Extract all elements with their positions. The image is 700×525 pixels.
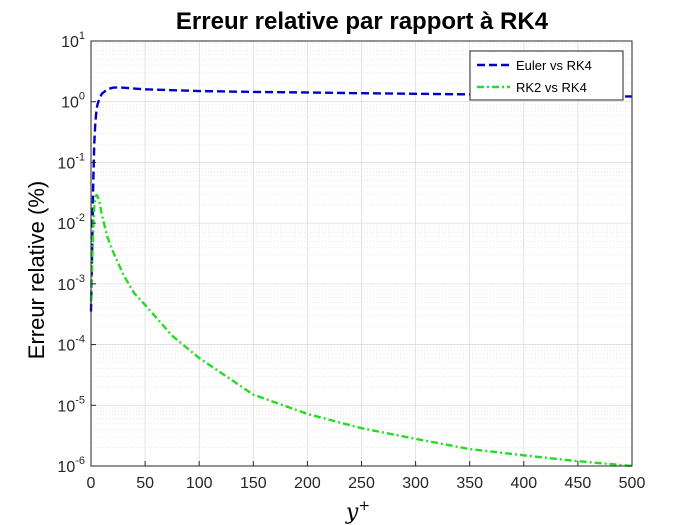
x-tick-label: 400: [510, 475, 537, 492]
y-tick-exponent: 1: [79, 30, 85, 42]
y-tick-label: 10-3: [57, 273, 85, 294]
legend-box: [469, 50, 624, 101]
y-tick-base: 10: [57, 459, 75, 476]
y-tick-label: 100: [61, 91, 85, 112]
series-line-euler-vs-rk4: [89, 86, 633, 312]
y-tick-base: 10: [61, 95, 79, 112]
y-tick-base: 10: [57, 338, 75, 355]
y-axis-label: Erreur relative (%): [24, 181, 49, 359]
x-tick-label: 100: [186, 475, 213, 492]
y-tick-exponent: -4: [75, 334, 85, 346]
x-tick-label: 300: [402, 475, 429, 492]
y-tick-exponent: -5: [75, 394, 85, 406]
y-tick-base: 10: [61, 34, 79, 51]
y-tick-label: 10-5: [57, 394, 85, 415]
chart-title: Erreur relative par rapport à RK4: [176, 8, 549, 35]
x-tick-label: 500: [619, 475, 646, 492]
x-tick-label: 350: [456, 475, 483, 492]
x-tick-label: 450: [565, 475, 592, 492]
y-tick-exponent: -6: [75, 455, 85, 467]
x-tick-label: 50: [136, 475, 154, 492]
y-tick-exponent: -3: [75, 273, 85, 285]
x-axis-label-superscript: +: [358, 498, 370, 514]
x-tick-label: 250: [348, 475, 375, 492]
series-layer: [89, 86, 633, 468]
y-tick-label: 10-6: [57, 455, 85, 476]
x-axis-label: y+: [345, 498, 370, 525]
legend: Euler vs RK4 RK2 vs RK4: [469, 50, 624, 101]
legend-entry-label: RK2 vs RK4: [516, 80, 587, 95]
x-tick-label: 200: [294, 475, 321, 492]
y-tick-label: 10-4: [57, 334, 85, 355]
y-tick-base: 10: [57, 398, 75, 415]
y-tick-label: 10-1: [57, 151, 85, 172]
y-tick-exponent: -1: [75, 151, 85, 163]
x-axis-ticks: 0 50 100 150 200 250 300 350 400 450 500: [87, 461, 646, 492]
x-tick-label: 150: [240, 475, 267, 492]
x-axis-label-base: y: [345, 500, 359, 525]
y-tick-label: 10-2: [57, 212, 85, 233]
legend-entry-label: Euler vs RK4: [516, 58, 592, 73]
y-tick-exponent: 0: [79, 91, 85, 103]
y-tick-exponent: -2: [75, 212, 85, 224]
y-tick-base: 10: [57, 155, 75, 172]
y-tick-base: 10: [57, 277, 75, 294]
y-tick-base: 10: [57, 216, 75, 233]
y-tick-label: 101: [61, 30, 85, 51]
x-tick-label: 0: [87, 475, 96, 492]
